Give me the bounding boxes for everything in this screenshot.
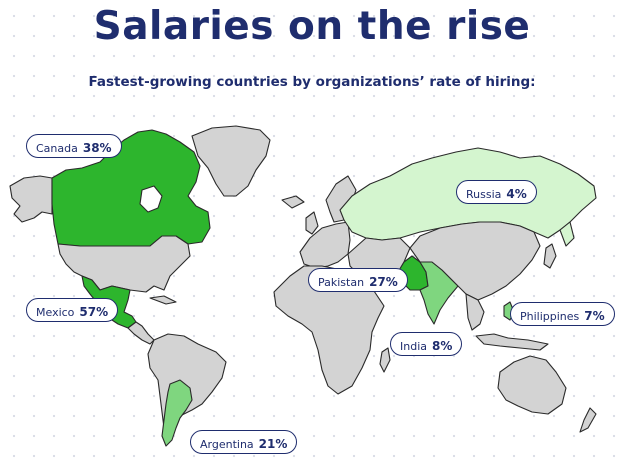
callout-value: 8% bbox=[432, 339, 453, 353]
country-argentina bbox=[161, 379, 193, 447]
callout-label: Mexico bbox=[36, 306, 75, 319]
southeast-asia bbox=[465, 293, 485, 331]
callout-label: Argentina bbox=[200, 438, 254, 451]
map-subtitle: Fastest-growing countries by organizatio… bbox=[88, 74, 536, 90]
alaska bbox=[9, 175, 53, 223]
japan bbox=[543, 243, 557, 269]
madagascar bbox=[379, 347, 391, 373]
indonesia bbox=[475, 333, 549, 351]
callout-philippines: Philippines 7% bbox=[510, 302, 615, 326]
callout-value: 7% bbox=[584, 309, 605, 323]
callout-value: 57% bbox=[79, 305, 109, 319]
callout-russia: Russia 4% bbox=[456, 180, 537, 204]
china bbox=[409, 221, 541, 301]
callout-value: 38% bbox=[82, 141, 112, 155]
callout-canada: Canada 38% bbox=[26, 134, 122, 158]
callout-label: Russia bbox=[466, 188, 502, 201]
callout-label: Canada bbox=[36, 142, 78, 155]
kamchatka bbox=[559, 221, 575, 247]
central-america bbox=[127, 321, 155, 345]
callout-value: 4% bbox=[506, 187, 527, 201]
callout-value: 21% bbox=[258, 437, 288, 451]
callout-india: India 8% bbox=[390, 332, 463, 356]
cuba bbox=[149, 295, 177, 305]
uk bbox=[305, 211, 319, 235]
callout-value: 27% bbox=[369, 275, 398, 289]
callout-pakistan: Pakistan 27% bbox=[308, 268, 408, 292]
greenland bbox=[191, 125, 271, 197]
hudson-bay bbox=[139, 185, 163, 213]
iceland bbox=[281, 195, 305, 209]
europe bbox=[299, 221, 351, 269]
country-usa bbox=[57, 235, 191, 293]
callout-label: India bbox=[400, 340, 427, 353]
new-zealand bbox=[579, 407, 597, 433]
callout-argentina: Argentina 21% bbox=[190, 430, 298, 454]
callout-mexico: Mexico 57% bbox=[26, 298, 119, 322]
callout-label: Pakistan bbox=[318, 276, 365, 289]
page-title: Salaries on the rise bbox=[93, 4, 531, 49]
callout-label: Philippines bbox=[520, 310, 580, 323]
australia bbox=[497, 355, 567, 415]
